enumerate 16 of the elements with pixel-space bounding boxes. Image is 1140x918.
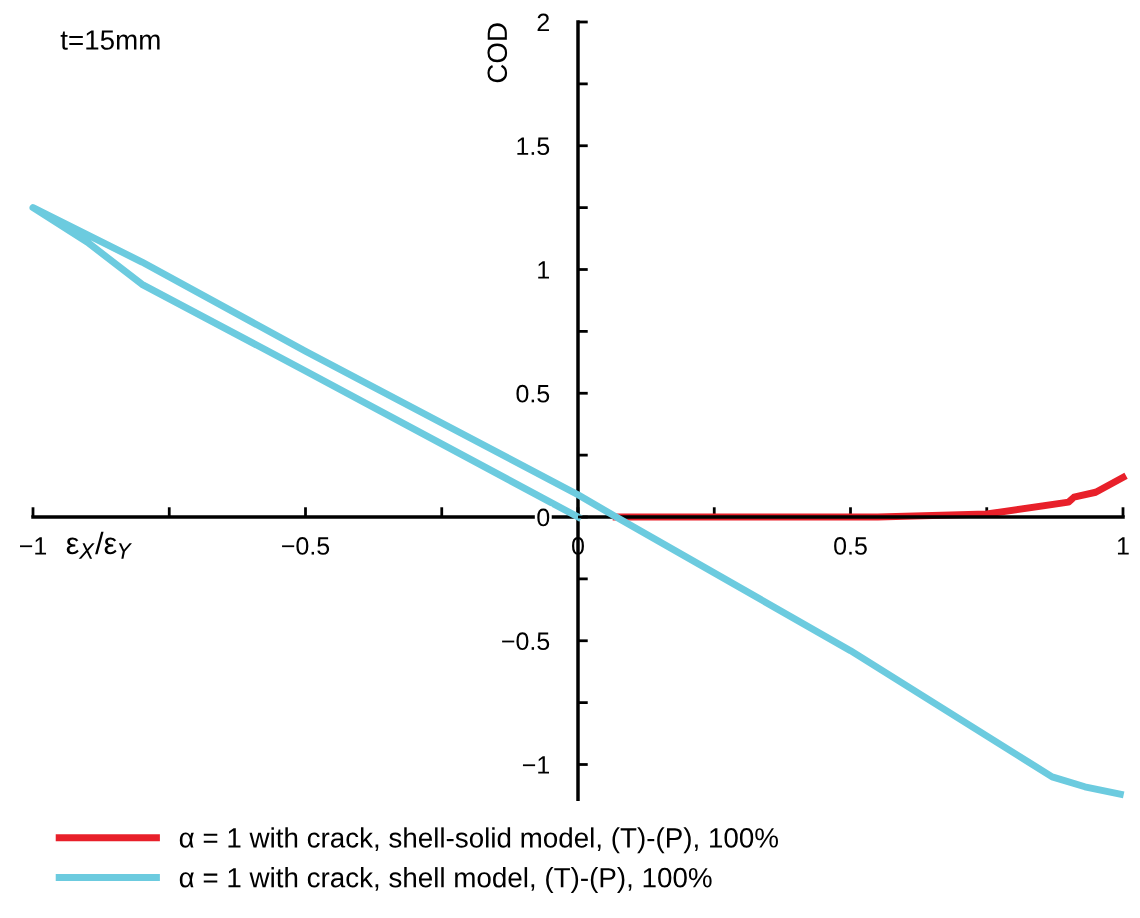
x-tick-label: −1 [19,537,47,555]
y-axis-title: COD [487,23,508,83]
x-tick-label: −0.5 [282,537,330,555]
y-tick-label: 1 [538,261,549,279]
annotation: t=15mm [60,30,160,50]
y-tick-label: 0.5 [516,384,550,403]
x-tick-label: 1 [1117,537,1129,555]
legend-label: α = 1 with crack, shell-solid model, (T)-(P), 100% [179,827,778,854]
legend-label: α = 1 with crack, shell model, (T)-(P), 100% [179,867,712,893]
y-tick-label: 2 [537,13,549,32]
x-tick-label: 0.5 [834,537,867,555]
y-tick-label: 1.5 [517,137,550,156]
y-tick-label: −1 [522,756,549,774]
y-tick-label: −0.5 [502,632,550,651]
x-axis-title: ε$_{X}$/ε$_{Y}$ [66,531,132,559]
y-tick-label: 0 [537,508,550,527]
